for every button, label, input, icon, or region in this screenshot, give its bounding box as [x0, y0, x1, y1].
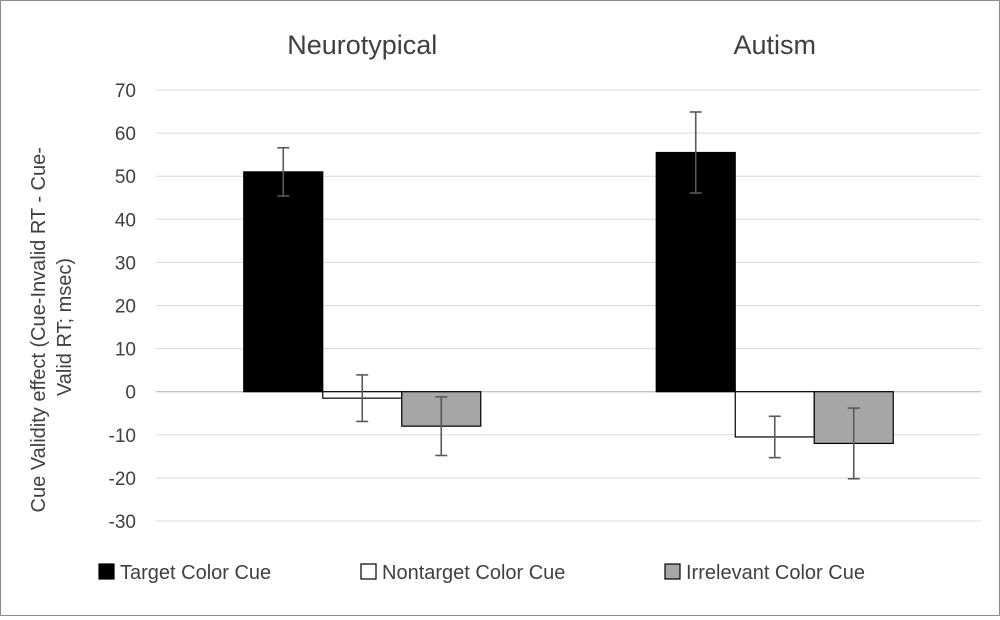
category-label: Autism [733, 30, 816, 60]
error-bar [689, 111, 702, 194]
y-tick-label: 10 [115, 340, 136, 361]
y-axis-label: Cue Validity effect (Cue-Invalid RT - Cu… [28, 142, 76, 513]
legend-swatch [664, 563, 681, 580]
y-axis-ticks: 70 60 50 40 30 20 10 0 -10 -20 -30 [109, 81, 136, 533]
legend-item: Nontarget Color Cue [360, 562, 565, 584]
y-tick-label: -20 [109, 469, 136, 490]
y-tick-label: 20 [115, 297, 136, 318]
y-tick-label: 0 [125, 383, 136, 404]
error-bars [277, 111, 860, 480]
legend-item: Target Color Cue [98, 562, 271, 584]
legend-label: Target Color Cue [120, 562, 271, 584]
bar-target-color-cue [243, 171, 324, 393]
y-tick-label: -10 [109, 426, 136, 447]
category-labels: Neurotypical Autism [287, 30, 816, 60]
legend-label: Irrelevant Color Cue [686, 562, 865, 584]
y-tick-label: 40 [115, 210, 136, 231]
legend-item: Irrelevant Color Cue [664, 562, 865, 584]
legend: Target Color Cue Nontarget Color Cue Irrel… [98, 562, 865, 584]
error-bar [277, 146, 290, 197]
legend-label: Nontarget Color Cue [382, 562, 565, 584]
y-tick-label: 70 [115, 81, 136, 102]
y-tick-label: 50 [115, 167, 136, 188]
y-axis-label-line-2: Valid RT; msec) [54, 258, 76, 396]
y-tick-label: -30 [109, 512, 136, 533]
error-bar [847, 407, 860, 480]
legend-swatch [360, 563, 377, 580]
error-bar [768, 415, 781, 459]
y-tick-label: 30 [115, 253, 136, 274]
y-tick-label: 60 [115, 124, 136, 145]
category-label: Neurotypical [287, 30, 437, 60]
error-bar [356, 374, 369, 423]
y-axis-label-line-1: Cue Validity effect (Cue-Invalid RT - Cu… [28, 147, 50, 512]
legend-swatch [98, 563, 115, 580]
bars [243, 151, 894, 445]
error-bar [435, 396, 448, 457]
